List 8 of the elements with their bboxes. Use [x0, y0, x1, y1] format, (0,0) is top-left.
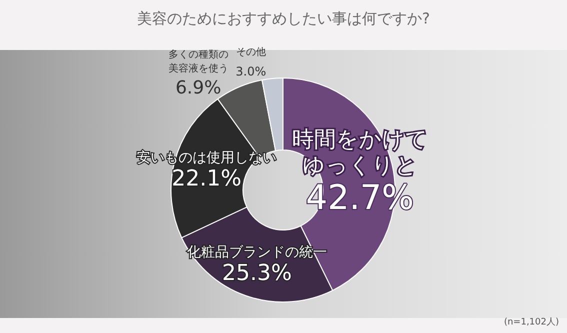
chart-title: 美容のためにおすすめしたい事は何ですか? [137, 10, 430, 28]
data-label: 6.9% [175, 78, 222, 99]
data-label: 22.1% [172, 166, 242, 192]
slice-label: 多くの種類の美容液を使う [168, 48, 228, 75]
data-label: 3.0% [236, 64, 266, 79]
slice-label: その他 [236, 46, 266, 58]
data-label: 25.3% [222, 261, 292, 286]
text: (n=1,102人) [504, 316, 560, 328]
